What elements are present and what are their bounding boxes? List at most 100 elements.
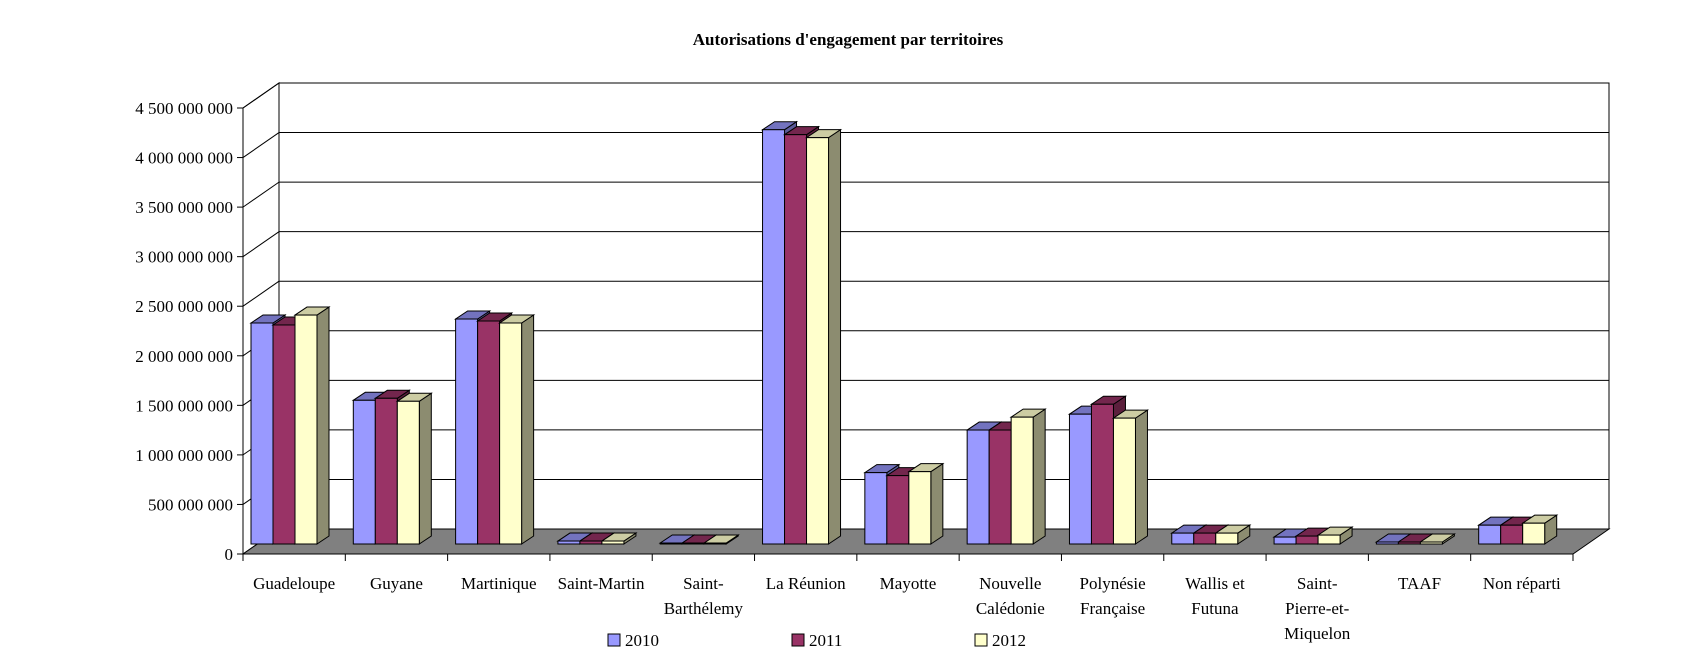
legend-entry: 2010 bbox=[607, 631, 659, 650]
x-tick-label-line: Française bbox=[1080, 599, 1145, 618]
y-tick-label: 1 500 000 000 bbox=[135, 396, 233, 415]
y-axis: 0 500 000 000 1 000 000 000 1 500 000 000 2 … bbox=[135, 99, 244, 564]
bar bbox=[497, 314, 536, 545]
bar-front bbox=[477, 320, 501, 545]
bar-front bbox=[886, 475, 910, 545]
bar-front bbox=[272, 324, 296, 545]
legend-entry: 2011 bbox=[791, 631, 842, 650]
bar-front bbox=[579, 540, 603, 545]
bar bbox=[1214, 524, 1252, 545]
bar bbox=[1316, 526, 1354, 545]
gridline-side bbox=[242, 82, 280, 109]
bar bbox=[804, 128, 843, 545]
bar bbox=[293, 306, 331, 545]
x-tick-label: Saint-Martin bbox=[558, 574, 645, 593]
x-tick-label: Polynésie Française bbox=[1080, 574, 1146, 618]
bar-front bbox=[1295, 535, 1319, 545]
x-tick-label-line: Saint-Martin bbox=[558, 574, 645, 593]
bar-front bbox=[988, 429, 1012, 545]
legend-entry: 2012 bbox=[974, 631, 1026, 650]
x-tick-label-line: Polynésie bbox=[1080, 574, 1146, 593]
y-tick-label: 3 000 000 000 bbox=[135, 248, 233, 267]
bar-front bbox=[294, 314, 318, 545]
bars bbox=[249, 120, 1559, 545]
bar-front bbox=[1478, 524, 1502, 545]
y-tick-label: 1 000 000 000 bbox=[135, 446, 233, 465]
legend-swatch bbox=[607, 633, 621, 647]
legend-label: 2011 bbox=[809, 631, 842, 650]
x-tick-label-line: Saint- bbox=[683, 574, 724, 593]
y-tick-label: 4 500 000 000 bbox=[135, 99, 233, 118]
bar-front bbox=[966, 429, 990, 545]
bar-side bbox=[521, 314, 535, 545]
bar-front bbox=[1317, 534, 1341, 545]
bar-front bbox=[681, 542, 705, 545]
x-tick-label-line: Calédonie bbox=[976, 599, 1045, 618]
bar-front bbox=[1500, 524, 1524, 545]
bar bbox=[1521, 514, 1559, 545]
legend-swatch bbox=[974, 633, 988, 647]
x-tick-label: La Réunion bbox=[766, 574, 846, 593]
bar-front bbox=[557, 540, 581, 545]
x-tick-label: Saint- Pierre-et- Miquelon bbox=[1284, 574, 1351, 643]
y-tick-label: 3 500 000 000 bbox=[135, 198, 233, 217]
bar-front bbox=[784, 134, 808, 545]
x-tick-label: Non réparti bbox=[1483, 574, 1561, 593]
x-tick-label-line: Miquelon bbox=[1284, 624, 1351, 643]
x-tick-label-line: Guyane bbox=[370, 574, 423, 593]
gridline-side bbox=[242, 231, 280, 258]
legend-label: 2012 bbox=[992, 631, 1026, 650]
x-tick-label-line: Mayotte bbox=[880, 574, 937, 593]
x-tick-label: Wallis et Futuna bbox=[1185, 574, 1245, 618]
gridline-side bbox=[242, 181, 280, 208]
bar-side bbox=[930, 462, 944, 545]
x-tick-label-line: Saint- bbox=[1297, 574, 1338, 593]
x-axis: Guadeloupe Guyane Martinique Saint-Martin Sa… bbox=[242, 553, 1574, 643]
x-tick-label-line: Guadeloupe bbox=[253, 574, 335, 593]
bar-front bbox=[352, 399, 376, 545]
gridline-side bbox=[242, 132, 280, 158]
bar-front bbox=[1068, 413, 1092, 545]
bar-front bbox=[864, 472, 888, 545]
bar bbox=[1009, 408, 1047, 545]
bar-front bbox=[601, 540, 625, 545]
legend-label: 2010 bbox=[625, 631, 659, 650]
bar-front bbox=[908, 471, 932, 545]
bar-front bbox=[499, 322, 523, 545]
x-tick-label-line: La Réunion bbox=[766, 574, 846, 593]
bar-front bbox=[1171, 532, 1195, 545]
bar-front bbox=[659, 542, 683, 545]
bar-side bbox=[1032, 408, 1046, 545]
bar-front bbox=[1193, 532, 1217, 545]
x-tick-label-line: Pierre-et- bbox=[1285, 599, 1350, 618]
bar-side bbox=[1134, 409, 1148, 545]
x-tick-label-line: Futuna bbox=[1191, 599, 1239, 618]
bar-side bbox=[418, 392, 432, 545]
x-tick-label-line: Nouvelle bbox=[979, 574, 1041, 593]
bar-front bbox=[1522, 522, 1546, 545]
gridline-side bbox=[242, 280, 280, 307]
x-tick-label: Mayotte bbox=[880, 574, 937, 593]
x-tick-label-line: Non réparti bbox=[1483, 574, 1561, 593]
bar-front bbox=[455, 318, 479, 545]
x-tick-label: TAAF bbox=[1398, 574, 1441, 593]
bar-front bbox=[1090, 403, 1114, 545]
y-tick-label: 0 bbox=[225, 545, 234, 564]
bar-front bbox=[374, 397, 398, 545]
x-tick-label-line: Wallis et bbox=[1185, 574, 1245, 593]
x-tick-label-line: Martinique bbox=[461, 574, 537, 593]
bar-side bbox=[316, 306, 330, 545]
bar bbox=[702, 534, 740, 545]
x-tick-label: Nouvelle Calédonie bbox=[976, 574, 1045, 618]
x-tick-label: Saint- Barthélemy bbox=[664, 574, 744, 618]
bar-front bbox=[806, 137, 830, 545]
legend: 2010 2011 2012 bbox=[607, 631, 1026, 650]
bar-front bbox=[703, 542, 727, 545]
bar-front bbox=[1112, 417, 1136, 545]
bar-front bbox=[1397, 541, 1421, 545]
x-tick-label: Guadeloupe bbox=[253, 574, 335, 593]
bar bbox=[395, 392, 433, 545]
legend-swatch bbox=[791, 633, 805, 647]
bar-front bbox=[1215, 532, 1239, 545]
